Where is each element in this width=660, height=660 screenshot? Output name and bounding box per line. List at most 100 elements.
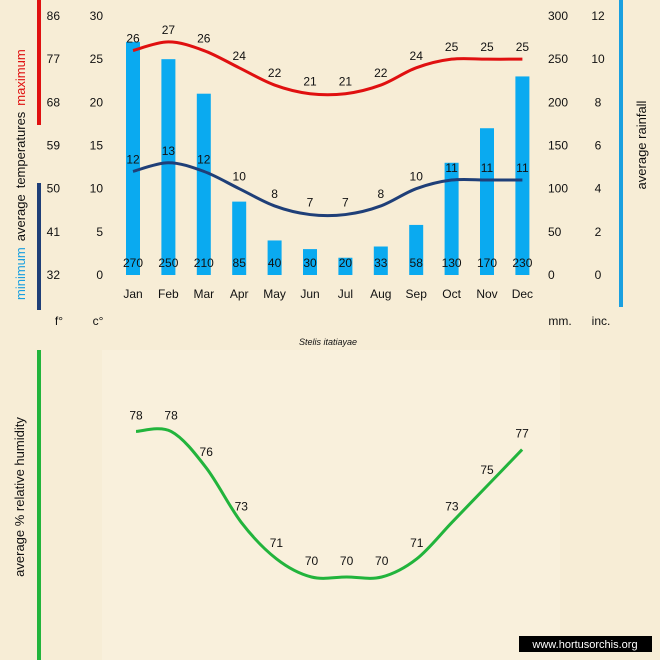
minimum-value-label: 13 xyxy=(162,144,176,158)
maximum-value-label: 22 xyxy=(268,66,282,80)
rainfall-bar xyxy=(232,201,247,275)
celsius-tick-label: 10 xyxy=(90,182,104,196)
rainfall-value-label: 210 xyxy=(194,256,214,270)
celsius-tick-label: 15 xyxy=(90,139,104,153)
humidity-value-label: 76 xyxy=(200,445,214,459)
humidity-chart: average % relative humidity 78 78 76 73 71 70 7… xyxy=(12,350,529,660)
maximum-value-label: 24 xyxy=(233,49,247,63)
mm-tick-label: 250 xyxy=(548,52,568,66)
maximum-value-label: 24 xyxy=(410,49,424,63)
rainfall-bar xyxy=(267,240,282,275)
rainfall-bar xyxy=(338,257,353,275)
mm-unit-label: mm. xyxy=(548,314,571,328)
inch-tick-label: 10 xyxy=(591,52,605,66)
mm-tick-label: 50 xyxy=(548,225,562,239)
rainfall-value-label: 170 xyxy=(477,256,497,270)
rainfall-bar xyxy=(373,246,388,275)
month-label: Apr xyxy=(230,287,249,301)
humidity-value-label: 73 xyxy=(235,499,249,513)
humidity-value-label: 77 xyxy=(515,427,529,441)
maximum-value-label: 26 xyxy=(126,32,140,46)
minimum-value-label: 7 xyxy=(307,196,314,210)
humidity-axis-title: average % relative humidity xyxy=(12,417,27,577)
celsius-tick-label: 5 xyxy=(96,225,103,239)
maximum-temperature-line xyxy=(132,40,523,97)
humidity-panel xyxy=(102,350,560,660)
month-label: Nov xyxy=(476,287,497,301)
rainfall-bar xyxy=(303,249,317,275)
rainfall-value-label: 130 xyxy=(442,256,462,270)
celsius-tick-label: 20 xyxy=(90,95,104,109)
humidity-value-label: 71 xyxy=(410,536,424,550)
celsius-tick-label: 0 xyxy=(96,268,103,282)
inch-tick-label: 4 xyxy=(595,182,602,196)
minimum-value-label: 12 xyxy=(126,152,140,166)
maximum-value-label: 25 xyxy=(445,40,459,54)
rainfall-bar xyxy=(409,224,424,275)
rainfall-bar xyxy=(515,76,530,275)
rainfall-value-label: 58 xyxy=(410,256,424,270)
minimum-value-label: 10 xyxy=(410,170,424,184)
fahrenheit-tick-label: 59 xyxy=(47,139,61,153)
fahrenheit-tick-label: 68 xyxy=(47,95,61,109)
humidity-value-label: 78 xyxy=(164,408,178,422)
minimum-value-label: 7 xyxy=(342,196,349,210)
temperature-axis-title-word: minimum xyxy=(13,247,28,300)
temperature-axis-title-word: maximum xyxy=(13,49,28,105)
humidity-value-label: 71 xyxy=(270,536,284,550)
month-label: Jan xyxy=(123,287,142,301)
fahrenheit-tick-label: 32 xyxy=(47,268,61,282)
fahrenheit-tick-label: 86 xyxy=(47,9,61,23)
maximum-value-label: 21 xyxy=(303,75,317,89)
temperature-rainfall-chart: 8677685950413230252015105030025020015010… xyxy=(13,0,649,328)
inch-tick-label: 2 xyxy=(595,225,602,239)
minimum-temperature-line xyxy=(132,161,523,218)
fahrenheit-tick-label: 41 xyxy=(47,225,61,239)
celsius-tick-label: 30 xyxy=(90,9,104,23)
inch-tick-label: 8 xyxy=(595,95,602,109)
celsius-tick-label: 25 xyxy=(90,52,104,66)
rainfall-value-label: 20 xyxy=(339,256,353,270)
temperature-axis-title-word: temperatures xyxy=(13,111,28,188)
month-label: Jun xyxy=(300,287,319,301)
rainfall-value-label: 230 xyxy=(512,256,532,270)
humidity-value-label: 70 xyxy=(305,554,319,568)
maximum-value-label: 25 xyxy=(480,40,494,54)
month-label: Oct xyxy=(442,287,461,301)
minimum-value-label: 10 xyxy=(233,170,247,184)
month-label: Dec xyxy=(512,287,533,301)
celsius-unit-label: c° xyxy=(93,314,104,328)
rainfall-value-label: 250 xyxy=(158,256,178,270)
watermark-box xyxy=(519,636,652,652)
month-label: Feb xyxy=(158,287,179,301)
rainfall-bar xyxy=(196,93,211,275)
month-label: Sep xyxy=(406,287,428,301)
minimum-value-label: 8 xyxy=(377,187,384,201)
maximum-value-label: 26 xyxy=(197,32,211,46)
month-label: Mar xyxy=(193,287,214,301)
rainfall-value-label: 30 xyxy=(303,256,317,270)
temperature-axis-title: minimum average temperatures maximum xyxy=(13,49,28,300)
month-label: Jul xyxy=(338,287,353,301)
rainfall-axis-title: average rainfall xyxy=(634,100,649,189)
rainfall-axis-bar xyxy=(619,0,623,307)
humidity-value-label: 73 xyxy=(445,499,459,513)
minimum-value-label: 12 xyxy=(197,152,211,166)
rainfall-bar xyxy=(480,128,494,275)
mm-tick-label: 200 xyxy=(548,95,568,109)
humidity-value-label: 70 xyxy=(340,554,354,568)
fahrenheit-unit-label: f° xyxy=(55,314,63,328)
rainfall-bar xyxy=(161,59,176,275)
maximum-axis-bar xyxy=(37,0,41,125)
temperature-axis-title-word: average xyxy=(13,194,28,241)
humidity-line xyxy=(135,427,524,580)
mm-tick-label: 0 xyxy=(548,268,555,282)
rainfall-value-label: 33 xyxy=(374,256,388,270)
mm-tick-label: 100 xyxy=(548,182,568,196)
humidity-value-label: 78 xyxy=(129,408,143,422)
minimum-value-label: 11 xyxy=(516,161,529,175)
watermark: www.hortusorchis.org xyxy=(531,639,637,651)
month-label: Aug xyxy=(370,287,391,301)
maximum-value-label: 27 xyxy=(162,23,176,37)
